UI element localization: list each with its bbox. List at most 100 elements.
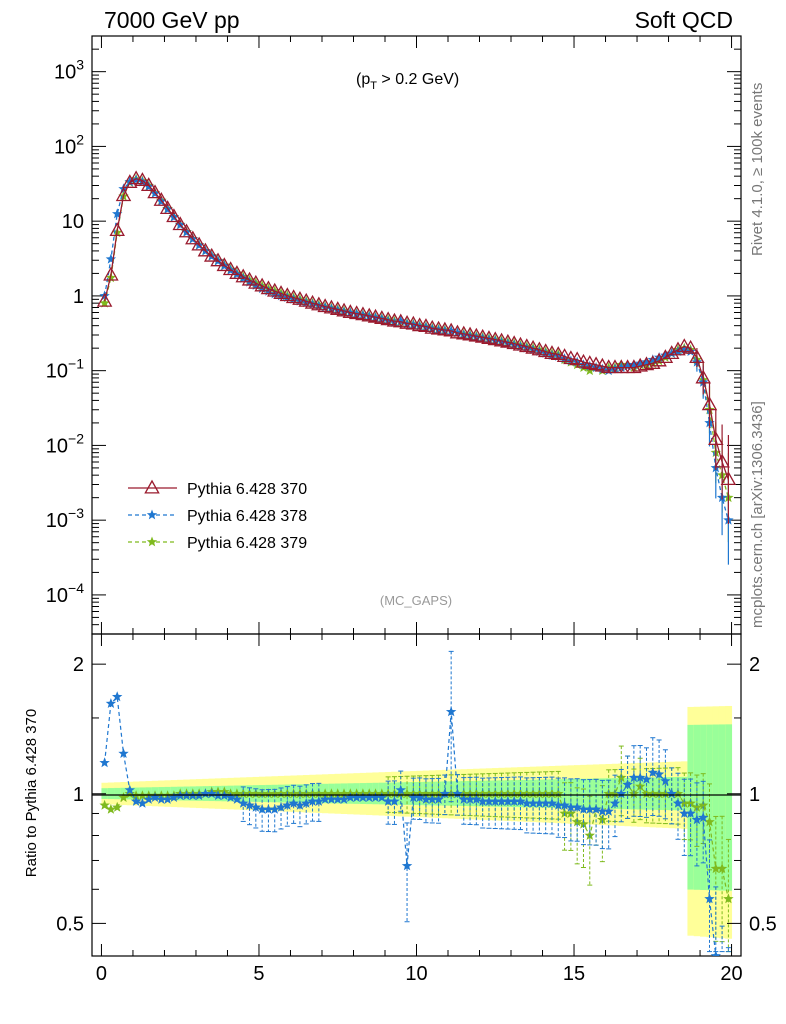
ratio-data-point-star (225, 792, 236, 802)
data-point-star (99, 297, 110, 308)
data-point-star (534, 346, 545, 356)
header-left: 7000 GeV pp (104, 7, 240, 33)
data-point-triangle (241, 271, 258, 286)
x-tick-label: 10 (405, 963, 427, 985)
data-point-star (679, 344, 690, 355)
ratio-data-point-star (710, 863, 721, 874)
data-point-star (508, 339, 520, 350)
ratio-data-point-star (502, 795, 514, 806)
ratio-data-point-star (231, 794, 243, 804)
data-point-triangle (96, 292, 113, 307)
ratio-data-point-star (647, 767, 658, 777)
main-series-group (96, 170, 737, 565)
uncertainty-band-green (592, 778, 600, 809)
ratio-bands (101, 705, 733, 939)
data-point-triangle (109, 222, 125, 237)
side-label-rivet: Rivet 4.1.0, ≥ 100k events (749, 83, 766, 256)
ratio-data-point-star (326, 794, 337, 804)
data-point-star (660, 349, 671, 360)
ratio-data-point-star (672, 797, 684, 808)
data-point-triangle (122, 174, 138, 188)
data-point-triangle (657, 349, 674, 364)
ratio-data-point-star (559, 799, 570, 810)
x-tick-label: 15 (563, 963, 585, 985)
ratio-data-point-star (351, 792, 362, 802)
data-point-star (313, 300, 325, 311)
data-point-star (301, 297, 312, 308)
data-point-star (635, 357, 646, 368)
ratio-data-point-star (679, 808, 690, 818)
ratio-data-point-star (149, 792, 161, 802)
data-point-star (477, 332, 488, 343)
legend-marker-star (146, 536, 158, 547)
ratio-data-point-star (130, 795, 142, 806)
cut-rest: > 0.2 GeV) (377, 71, 459, 88)
ratio-y-tick-label: 2 (73, 654, 84, 676)
ratio-data-point-star (464, 794, 476, 804)
data-point-triangle (260, 280, 277, 295)
ratio-data-point-star (319, 794, 331, 804)
ratio-data-point-star (622, 779, 633, 790)
ratio-data-point-star (99, 757, 110, 768)
uncertainty-band-green (107, 788, 115, 800)
data-point-triangle (720, 471, 737, 486)
ratio-data-point-star (288, 797, 299, 808)
ratio-y-tick-label-right: 0.5 (749, 913, 777, 935)
ratio-data-point-star (546, 797, 558, 808)
ratio-data-point-star (389, 795, 400, 806)
ratio-data-point-star (723, 893, 734, 904)
data-point-triangle (682, 339, 699, 354)
data-point-triangle (172, 216, 188, 231)
ratio-data-point-star (571, 801, 583, 812)
ratio-data-point-star (540, 797, 551, 808)
ratio-data-point-star (345, 792, 356, 802)
data-point-triangle (663, 345, 680, 359)
ratio-data-point-star (401, 860, 413, 871)
data-point-triangle (632, 357, 648, 372)
x-tick-label: 20 (720, 963, 742, 985)
ratio-data-point-star (238, 797, 249, 808)
ratio-data-point-star (256, 803, 268, 814)
ratio-data-point-star (156, 794, 167, 804)
legend-label: Pythia 6.428 370 (187, 481, 307, 498)
data-point-triangle (279, 287, 296, 302)
data-point-triangle (191, 236, 207, 251)
x-tick-label: 5 (253, 963, 264, 985)
ratio-data-point-star (603, 788, 614, 799)
data-point-triangle (670, 341, 686, 356)
ratio-data-point-star (534, 797, 545, 808)
ratio-data-point-star (565, 801, 577, 812)
ratio-data-point-star (112, 801, 123, 812)
ratio-data-point-star (401, 788, 413, 799)
ratio-data-point-star (471, 794, 482, 804)
ratio-data-point-star (490, 795, 501, 806)
data-point-triangle (235, 268, 251, 283)
ratio-y-tick-label-right: 1 (749, 784, 760, 806)
ratio-data-point-star (515, 795, 526, 806)
ratio-data-point-star (660, 788, 671, 799)
ratio-data-point-star (616, 788, 627, 799)
ratio-data-point-star (124, 784, 135, 795)
data-point-triangle (203, 247, 220, 262)
ratio-data-point-star (370, 792, 381, 802)
data-point-triangle (714, 453, 730, 468)
ratio-data-point-star (628, 772, 640, 783)
data-point-triangle (550, 346, 567, 360)
ratio-data-point-star (326, 788, 337, 799)
ratio-data-point-star (723, 1013, 733, 1023)
uncertainty-band-green (725, 724, 733, 891)
data-point-star (130, 174, 142, 185)
data-point-triangle (689, 349, 705, 364)
cut-subscript: T (370, 80, 377, 92)
ratio-data-point-star (666, 788, 677, 799)
data-point-star (105, 253, 117, 264)
ratio-data-point-star (691, 814, 703, 825)
ratio-data-point-star (105, 698, 117, 708)
uncertainty-band-green (687, 724, 695, 890)
ratio-data-point-star (206, 788, 217, 799)
ratio-data-point-star (710, 950, 721, 956)
data-point-triangle (115, 187, 132, 202)
ratio-data-point-star (408, 792, 419, 802)
ratio-data-point-star (427, 794, 438, 804)
ratio-data-point-star (250, 801, 262, 812)
